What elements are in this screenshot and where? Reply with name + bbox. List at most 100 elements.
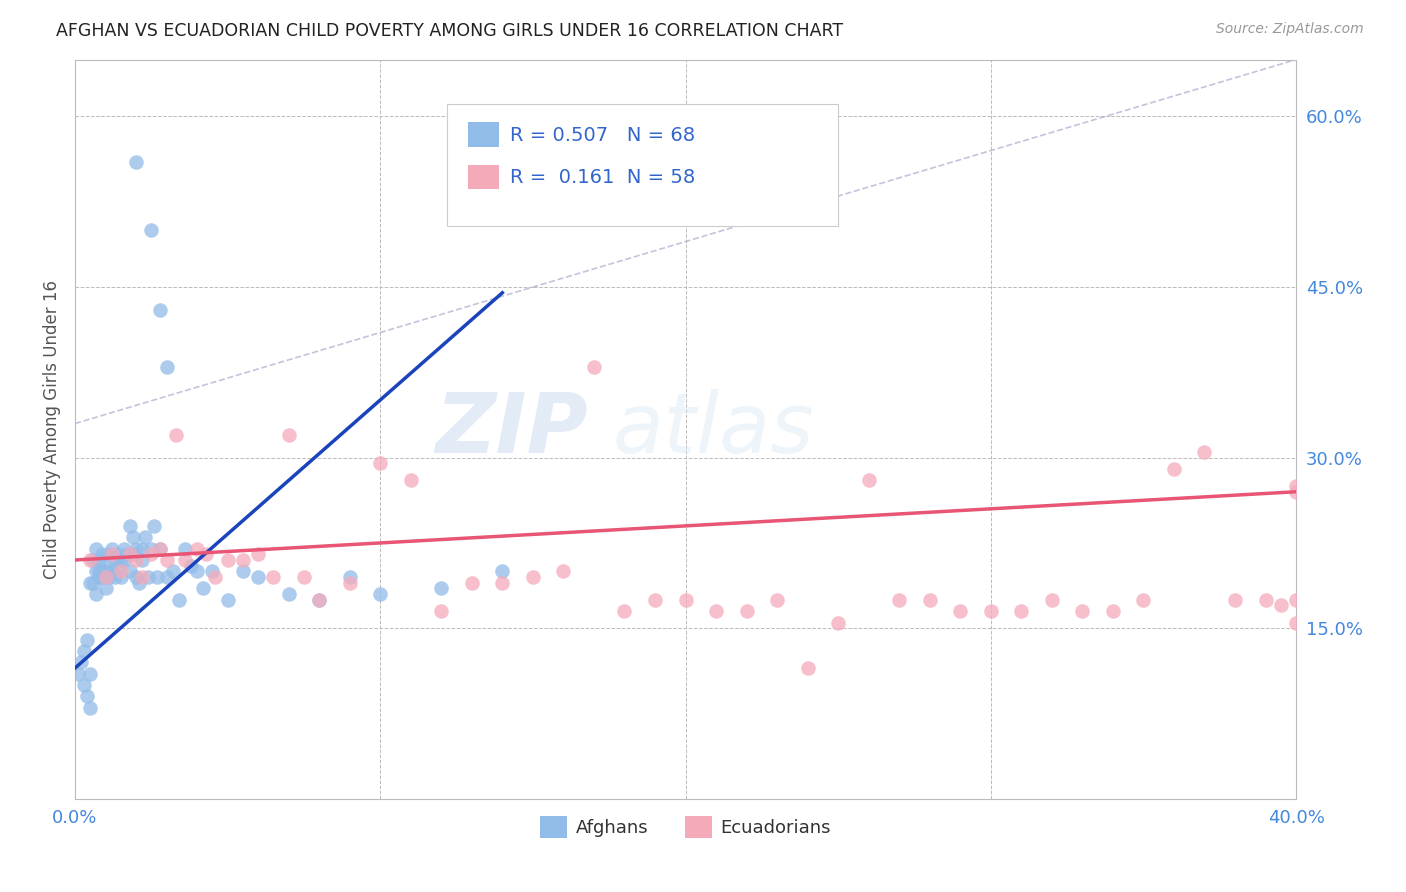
- Point: [247, 547, 270, 561]
- Point: [122, 530, 145, 544]
- Point: [162, 565, 184, 579]
- Point: [1285, 615, 1308, 630]
- Point: [94, 570, 117, 584]
- Point: [94, 558, 117, 573]
- Point: [104, 570, 127, 584]
- Point: [141, 541, 163, 556]
- Point: [76, 632, 98, 647]
- Point: [73, 678, 96, 692]
- Point: [125, 570, 148, 584]
- Point: [232, 553, 254, 567]
- Point: [100, 541, 122, 556]
- Point: [1132, 592, 1154, 607]
- Point: [1102, 604, 1125, 618]
- Point: [155, 570, 177, 584]
- Point: [86, 541, 108, 556]
- Point: [339, 575, 361, 590]
- Point: [97, 570, 120, 584]
- Point: [308, 592, 330, 607]
- Point: [858, 474, 880, 488]
- Point: [89, 553, 111, 567]
- Point: [91, 570, 114, 584]
- Point: [79, 553, 101, 567]
- Point: [73, 644, 96, 658]
- Point: [1194, 445, 1216, 459]
- Y-axis label: Child Poverty Among Girls Under 16: Child Poverty Among Girls Under 16: [44, 280, 60, 579]
- Point: [368, 587, 391, 601]
- Point: [107, 547, 129, 561]
- Point: [949, 604, 972, 618]
- Point: [110, 570, 132, 584]
- Point: [704, 604, 727, 618]
- Point: [1040, 592, 1063, 607]
- Point: [204, 570, 226, 584]
- Point: [217, 592, 239, 607]
- Point: [292, 570, 315, 584]
- Point: [1223, 592, 1246, 607]
- Point: [491, 575, 513, 590]
- Point: [118, 547, 141, 561]
- Point: [141, 547, 163, 561]
- Point: [146, 570, 169, 584]
- Point: [134, 530, 156, 544]
- Point: [1254, 592, 1277, 607]
- Point: [368, 456, 391, 470]
- Point: [149, 302, 172, 317]
- Point: [118, 565, 141, 579]
- Point: [131, 541, 153, 556]
- Point: [522, 570, 544, 584]
- Point: [79, 575, 101, 590]
- Bar: [468, 164, 499, 189]
- Point: [491, 565, 513, 579]
- FancyBboxPatch shape: [447, 104, 838, 226]
- Point: [89, 570, 111, 584]
- Point: [889, 592, 911, 607]
- Point: [430, 582, 453, 596]
- Point: [89, 565, 111, 579]
- Point: [165, 428, 187, 442]
- Point: [76, 690, 98, 704]
- Bar: [468, 122, 499, 147]
- Point: [1163, 462, 1185, 476]
- Point: [1285, 484, 1308, 499]
- Point: [277, 428, 299, 442]
- Point: [1285, 479, 1308, 493]
- Point: [100, 565, 122, 579]
- Point: [1010, 604, 1032, 618]
- Point: [980, 604, 1002, 618]
- Point: [125, 553, 148, 567]
- Point: [766, 592, 789, 607]
- Point: [201, 565, 224, 579]
- Point: [827, 615, 849, 630]
- Point: [339, 570, 361, 584]
- Point: [308, 592, 330, 607]
- Point: [86, 587, 108, 601]
- Point: [155, 359, 177, 374]
- Point: [918, 592, 941, 607]
- Point: [155, 553, 177, 567]
- Point: [112, 541, 135, 556]
- Point: [112, 553, 135, 567]
- Point: [122, 547, 145, 561]
- Point: [70, 656, 93, 670]
- Point: [193, 582, 215, 596]
- Legend: Afghans, Ecuadorians: Afghans, Ecuadorians: [533, 809, 838, 846]
- Text: AFGHAN VS ECUADORIAN CHILD POVERTY AMONG GIRLS UNDER 16 CORRELATION CHART: AFGHAN VS ECUADORIAN CHILD POVERTY AMONG…: [56, 22, 844, 40]
- Text: R =  0.161  N = 58: R = 0.161 N = 58: [510, 168, 695, 186]
- Point: [91, 547, 114, 561]
- Point: [735, 604, 758, 618]
- Point: [174, 541, 197, 556]
- Point: [796, 661, 818, 675]
- Point: [110, 565, 132, 579]
- Point: [399, 474, 422, 488]
- Point: [1071, 604, 1094, 618]
- Point: [167, 592, 190, 607]
- Point: [195, 547, 218, 561]
- Point: [675, 592, 697, 607]
- Point: [582, 359, 605, 374]
- Point: [247, 570, 270, 584]
- Point: [553, 565, 575, 579]
- Point: [91, 565, 114, 579]
- Point: [1285, 592, 1308, 607]
- Text: atlas: atlas: [612, 389, 814, 470]
